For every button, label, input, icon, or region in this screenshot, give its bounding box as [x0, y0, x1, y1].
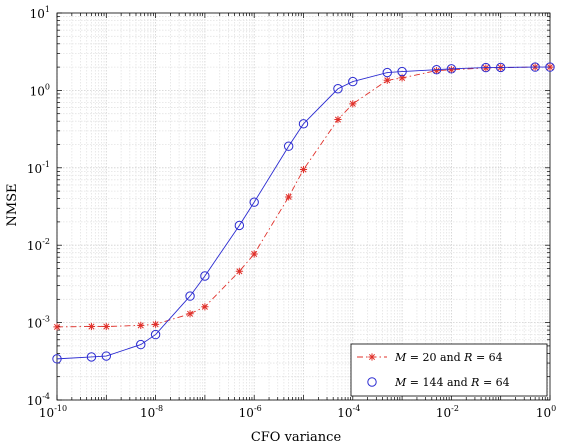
data-point-circle	[150, 329, 161, 340]
data-point-star	[432, 67, 441, 75]
data-point-star	[349, 100, 357, 108]
y-tick-label: 101	[30, 5, 50, 21]
legend-box	[350, 343, 548, 397]
data-point-star	[53, 323, 61, 331]
data-point-star	[334, 115, 342, 124]
data-point-star	[285, 193, 293, 201]
data-point-circle	[234, 220, 245, 231]
data-point-star	[250, 250, 258, 258]
y-axis-title: NMSE	[5, 183, 20, 226]
data-point-circle	[481, 62, 491, 73]
data-point-circle	[367, 377, 377, 387]
x-tick-label: 100	[536, 404, 556, 420]
data-point-circle	[496, 62, 506, 73]
data-point-star	[201, 303, 209, 311]
data-point-circle	[446, 64, 457, 74]
x-tick-label: 10-8	[140, 404, 163, 420]
data-point-circle	[545, 62, 555, 72]
y-tick-label: 10-4	[27, 392, 50, 408]
series-2	[52, 62, 555, 364]
data-point-circle	[530, 62, 540, 72]
y-tick-label: 100	[30, 82, 50, 98]
data-point-star	[383, 76, 391, 84]
data-point-star	[447, 66, 455, 74]
grid-lines	[56, 13, 550, 401]
y-tick-label: 10-3	[27, 315, 50, 331]
data-point-star	[137, 321, 145, 330]
x-axis-title: CFO variance	[251, 430, 342, 445]
x-tick-label: 10-2	[436, 404, 459, 420]
x-tick-label: 10-4	[337, 404, 360, 420]
x-tick-label: 10-10	[39, 404, 67, 420]
data-point-star	[102, 322, 110, 331]
data-point-circle	[136, 339, 146, 350]
data-point-circle	[333, 84, 343, 94]
data-point-circle	[382, 67, 392, 78]
data-point-star	[235, 267, 243, 275]
data-point-circle	[397, 66, 407, 77]
data-point-circle	[283, 141, 294, 151]
data-point-circle	[86, 352, 97, 362]
data-point-star	[368, 353, 376, 361]
data-point-circle	[101, 351, 112, 361]
legend-label: M = 144 and R = 64	[394, 376, 510, 389]
plot-area: 10-10 10-8 10-6 10-4 10-2 100 10-4 10-3 10-2 10-1…	[27, 5, 556, 420]
series-1	[53, 63, 554, 331]
data-point-star	[87, 322, 96, 331]
y-tick-label: 10-1	[27, 160, 50, 176]
data-point-circle	[185, 291, 195, 301]
data-point-circle	[431, 65, 442, 75]
data-point-circle	[200, 271, 210, 281]
data-point-star	[152, 320, 160, 328]
legend-label: M = 20 and R = 64	[394, 351, 503, 364]
data-point-circle	[348, 76, 358, 87]
data-point-star	[186, 310, 194, 318]
series-line	[56, 66, 550, 360]
legend: M = 20 and R = 64 M = 144 and R = 64	[350, 343, 548, 397]
y-tick-label: 10-2	[27, 237, 50, 253]
x-tick-label: 10-6	[239, 404, 262, 420]
data-point-star	[299, 165, 308, 174]
data-point-star	[398, 74, 406, 82]
data-point-circle	[249, 197, 259, 207]
data-point-circle	[52, 354, 62, 364]
data-point-circle	[298, 119, 309, 129]
